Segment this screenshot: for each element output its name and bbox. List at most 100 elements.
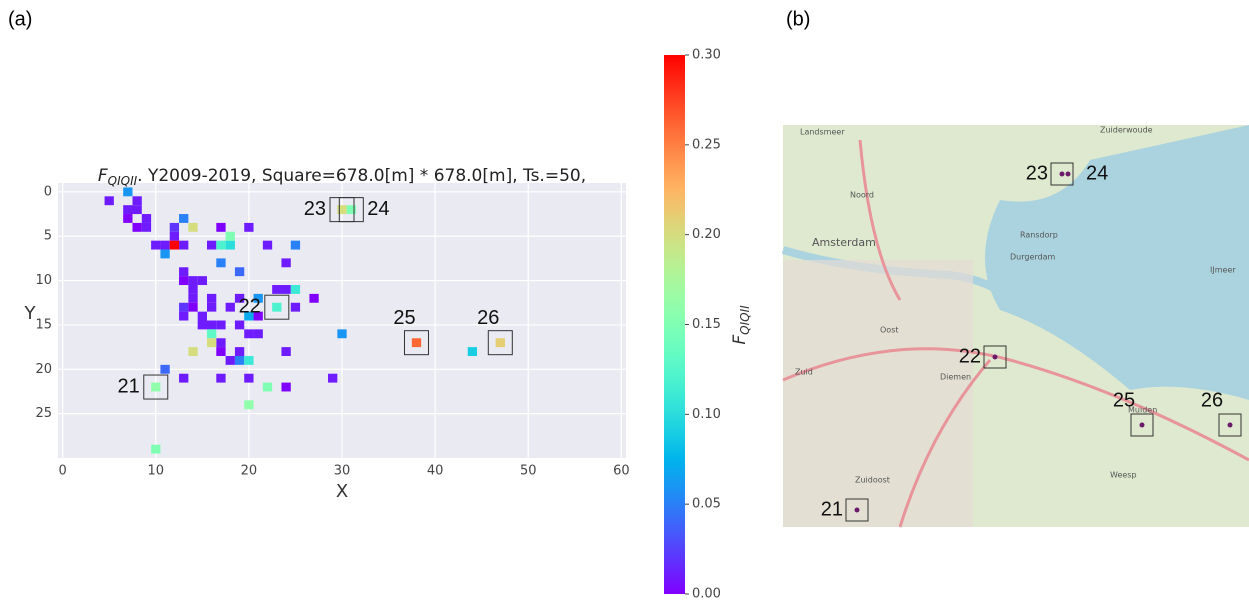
cell — [226, 356, 235, 365]
cell — [188, 276, 197, 285]
colorbar-tick-label: 0.05 — [692, 497, 721, 512]
colorbar-subscript: QIQII — [738, 305, 752, 335]
map-place: Weesp — [1110, 471, 1137, 480]
cell — [151, 445, 160, 454]
cell — [226, 303, 235, 312]
cell — [151, 383, 160, 392]
colorbar-symbol: F — [730, 335, 750, 345]
colorbar-tick-label: 0.00 — [692, 587, 721, 602]
cell — [207, 321, 216, 330]
cell — [281, 258, 290, 267]
map-marker-label: 26 — [1201, 389, 1223, 411]
cell — [142, 223, 151, 232]
map-place: Zuiderwoude — [1100, 126, 1153, 135]
cell — [188, 223, 197, 232]
map-place: Amsterdam — [812, 236, 876, 249]
figure: (a) (b) LandsmeerZuiderwoudeNoordAmsterd… — [0, 0, 1249, 601]
y-tick-label: 20 — [35, 362, 52, 377]
title-subscript: QIQII — [108, 174, 138, 188]
cell — [179, 312, 188, 321]
cell — [198, 276, 207, 285]
colorbar — [664, 55, 685, 594]
cell — [188, 347, 197, 356]
cell — [291, 241, 300, 250]
cell — [226, 241, 235, 250]
cell — [244, 329, 253, 338]
cell — [207, 338, 216, 347]
cell — [132, 205, 141, 214]
cell — [216, 258, 225, 267]
cell — [160, 241, 169, 250]
cell — [244, 356, 253, 365]
map-place: Noord — [850, 191, 874, 200]
y-tick-label: 0 — [44, 184, 52, 199]
colorbar-label: FQIQII — [730, 305, 752, 345]
colorbar-tick-label: 0.15 — [692, 317, 721, 332]
cell — [309, 294, 318, 303]
cell — [216, 241, 225, 250]
cell — [263, 383, 272, 392]
map-marker-label: 23 — [1026, 162, 1048, 184]
cell — [170, 232, 179, 241]
title-symbol: F — [98, 166, 108, 186]
colorbar-tick-label: 0.20 — [692, 227, 721, 242]
cell — [216, 321, 225, 330]
cell — [235, 321, 244, 330]
cell — [160, 365, 169, 374]
cell — [291, 303, 300, 312]
map-place: IJmeer — [1210, 266, 1236, 275]
map-marker — [1140, 423, 1145, 428]
x-tick-label: 50 — [520, 464, 537, 479]
annotation-label: 22 — [239, 295, 261, 317]
cell — [216, 374, 225, 383]
cell — [188, 294, 197, 303]
cell — [132, 223, 141, 232]
cell — [412, 338, 421, 347]
cell — [207, 241, 216, 250]
cell — [179, 276, 188, 285]
cell — [272, 303, 281, 312]
cell — [160, 250, 169, 259]
cell — [337, 205, 346, 214]
cell — [328, 374, 337, 383]
cell — [216, 223, 225, 232]
cell — [291, 285, 300, 294]
cell — [216, 347, 225, 356]
x-tick-label: 0 — [59, 464, 67, 479]
x-tick-label: 30 — [334, 464, 351, 479]
map-marker — [1228, 423, 1233, 428]
cell — [188, 303, 197, 312]
cell — [207, 294, 216, 303]
y-tick-label: 5 — [44, 229, 52, 244]
cell — [207, 303, 216, 312]
map-marker-label: 25 — [1113, 389, 1135, 411]
x-tick-label: 10 — [147, 464, 164, 479]
cell — [235, 347, 244, 356]
cell — [188, 285, 197, 294]
map-place: Zuidoost — [855, 476, 890, 485]
colorbar-tick-label: 0.25 — [692, 137, 721, 152]
cell — [272, 285, 281, 294]
cell — [179, 241, 188, 250]
cell — [216, 338, 225, 347]
map-marker — [993, 355, 998, 360]
x-tick-label: 20 — [241, 464, 258, 479]
cell — [123, 205, 132, 214]
map-urban — [783, 260, 973, 527]
y-tick-label: 10 — [35, 273, 52, 288]
cell — [170, 223, 179, 232]
cell — [244, 400, 253, 409]
cell — [496, 338, 505, 347]
annotation-label: 21 — [118, 375, 140, 397]
cell — [123, 214, 132, 223]
map-marker-label: 22 — [959, 345, 981, 367]
cell — [179, 267, 188, 276]
x-tick-label: 40 — [427, 464, 444, 479]
cell — [151, 241, 160, 250]
y-tick-label: 15 — [35, 317, 52, 332]
cell — [235, 267, 244, 276]
cell — [142, 214, 151, 223]
cell — [263, 241, 272, 250]
cell — [244, 374, 253, 383]
